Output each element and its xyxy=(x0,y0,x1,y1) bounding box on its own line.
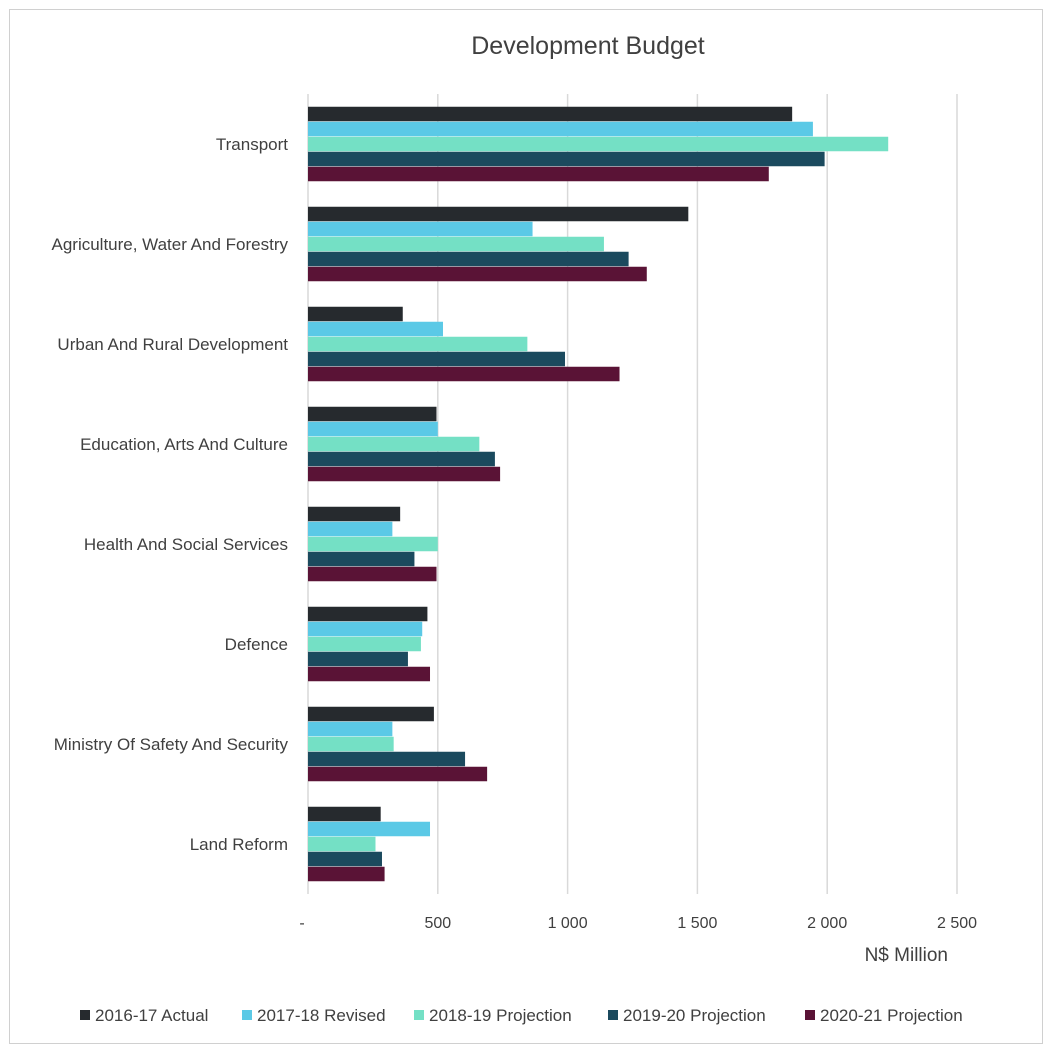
bar-8-4 xyxy=(308,851,382,867)
bar-6-2 xyxy=(308,621,423,637)
legend: 2016-17 Actual 2017-18 Revised 2018-19 Pro… xyxy=(80,1006,963,1025)
bar-5-1 xyxy=(308,506,401,522)
bar-6-5 xyxy=(308,666,431,682)
x-tick-label-0: - xyxy=(299,915,304,932)
bar-6-4 xyxy=(308,651,408,667)
x-axis-label: N$ Million xyxy=(865,945,948,966)
bar-2-3 xyxy=(308,236,604,252)
bar-4-4 xyxy=(308,451,495,467)
category-label-2: Agriculture, Water And Forestry xyxy=(51,235,288,254)
category-label-4: Education, Arts And Culture xyxy=(80,435,288,454)
bar-8-1 xyxy=(308,806,381,822)
bar-5-2 xyxy=(308,521,393,537)
bar-6-1 xyxy=(308,606,428,622)
legend-swatch-1 xyxy=(80,1010,90,1020)
legend-label-2: 2017-18 Revised xyxy=(257,1006,386,1025)
legend-label-4: 2019-20 Projection xyxy=(623,1006,766,1025)
bar-2-1 xyxy=(308,206,689,222)
legend-swatch-4 xyxy=(608,1010,618,1020)
legend-label-3: 2018-19 Projection xyxy=(429,1006,572,1025)
x-tick-label-3: 1 500 xyxy=(677,915,717,932)
x-tick-label-5: 2 500 xyxy=(937,915,977,932)
bar-4-3 xyxy=(308,436,480,452)
bar-7-4 xyxy=(308,751,466,767)
bar-2-4 xyxy=(308,251,629,267)
bar-3-1 xyxy=(308,306,403,322)
category-label-5: Health And Social Services xyxy=(84,535,288,554)
category-label-6: Defence xyxy=(225,635,288,654)
bar-8-3 xyxy=(308,836,376,852)
x-tick-label-2: 1 000 xyxy=(548,915,588,932)
bar-5-5 xyxy=(308,566,437,582)
bar-7-5 xyxy=(308,766,488,782)
bar-5-3 xyxy=(308,536,438,552)
bar-2-2 xyxy=(308,221,533,237)
bar-4-5 xyxy=(308,466,501,482)
bar-3-2 xyxy=(308,321,443,337)
category-label-7: Ministry Of Safety And Security xyxy=(54,735,289,754)
legend-label-5: 2020-21 Projection xyxy=(820,1006,963,1025)
bar-5-4 xyxy=(308,551,415,567)
x-tick-labels: - 500 1 000 1 500 2 000 2 500 xyxy=(299,915,977,932)
bar-1-3 xyxy=(308,136,889,152)
bar-7-2 xyxy=(308,721,393,737)
bar-4-2 xyxy=(308,421,438,437)
page-edge xyxy=(0,1046,1054,1056)
legend-label-1: 2016-17 Actual xyxy=(95,1006,208,1025)
category-labels: Transport Agriculture, Water And Forestry… xyxy=(51,135,288,854)
bar-8-2 xyxy=(308,821,431,837)
chart-title: Development Budget xyxy=(471,32,705,60)
bar-3-5 xyxy=(308,366,620,382)
bar-4-1 xyxy=(308,406,437,422)
chart-frame xyxy=(9,9,1043,1044)
bar-8-5 xyxy=(308,866,385,882)
category-label-8: Land Reform xyxy=(190,835,288,854)
category-label-1: Transport xyxy=(216,135,288,154)
x-tick-label-4: 2 000 xyxy=(807,915,847,932)
category-label-3: Urban And Rural Development xyxy=(57,335,288,354)
legend-swatch-3 xyxy=(414,1010,424,1020)
legend-swatch-2 xyxy=(242,1010,252,1020)
bar-7-1 xyxy=(308,706,434,722)
legend-swatch-5 xyxy=(805,1010,815,1020)
bar-3-3 xyxy=(308,336,528,352)
bar-1-1 xyxy=(308,106,793,122)
bars xyxy=(308,106,889,882)
bar-2-5 xyxy=(308,266,647,282)
bar-3-4 xyxy=(308,351,566,367)
bar-7-3 xyxy=(308,736,394,752)
bar-6-3 xyxy=(308,636,421,652)
bar-1-2 xyxy=(308,121,813,137)
bar-1-4 xyxy=(308,151,825,167)
bar-1-5 xyxy=(308,166,769,182)
x-tick-label-1: 500 xyxy=(424,915,451,932)
